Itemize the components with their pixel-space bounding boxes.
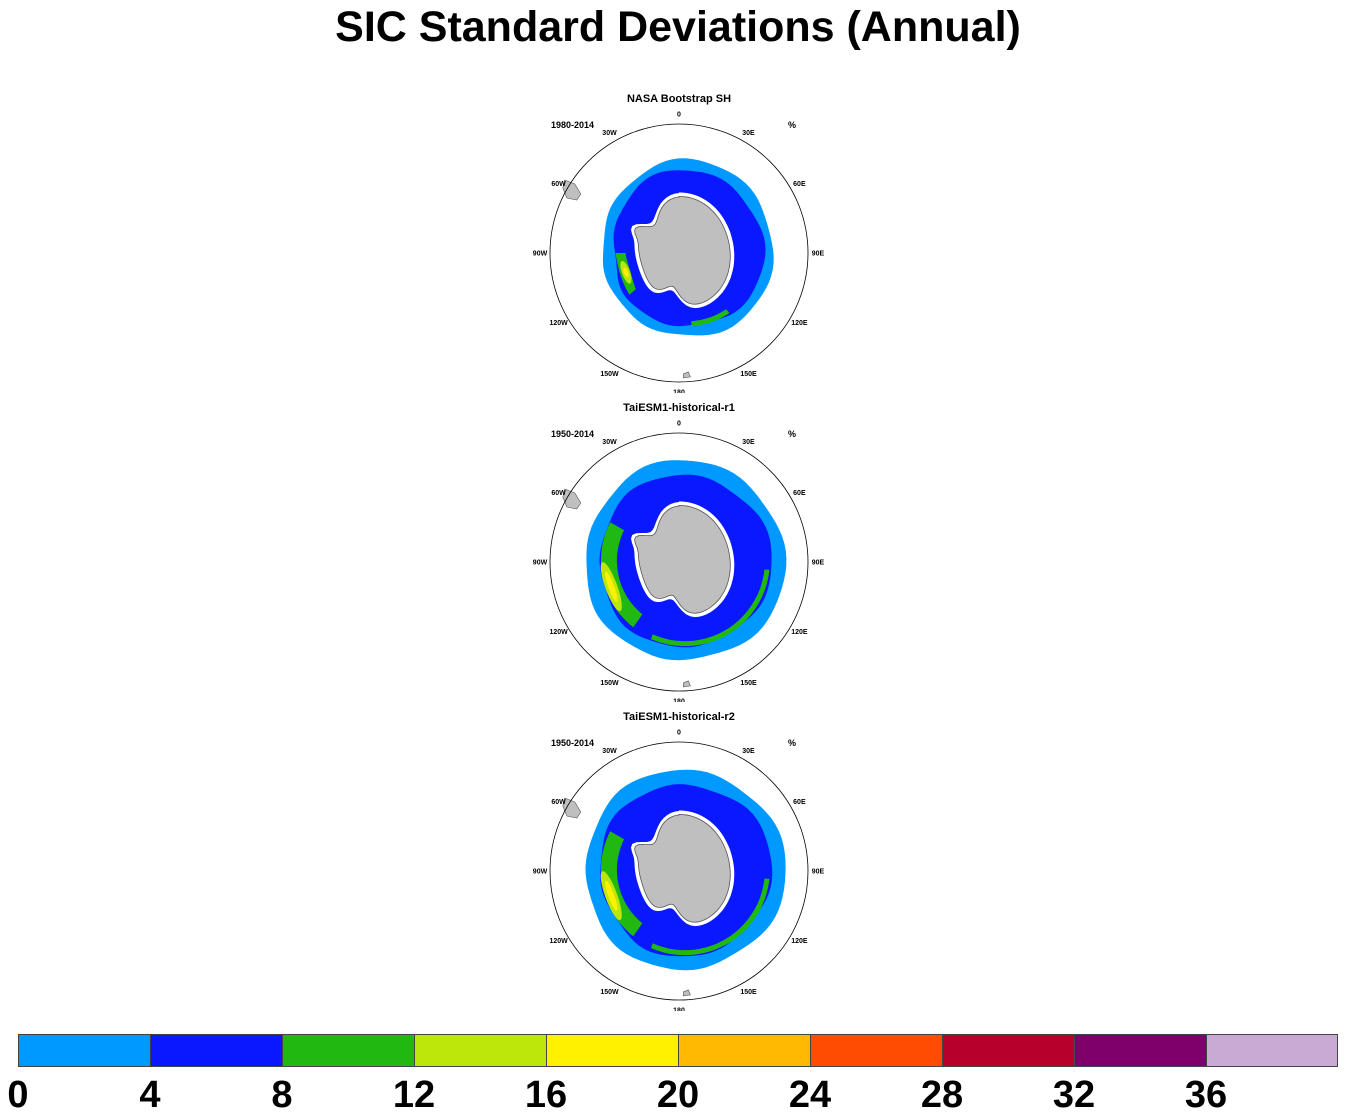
- longitude-label: 90E: [812, 560, 825, 567]
- longitude-label: 150W: [600, 371, 619, 378]
- panel-unit: %: [788, 120, 797, 130]
- longitude-label: 120E: [791, 629, 808, 636]
- longitude-label: 60W: [551, 490, 566, 497]
- longitude-label: 150W: [600, 680, 619, 687]
- longitude-label: 60W: [551, 181, 566, 188]
- colorbar-tick-label: 0: [7, 1074, 29, 1116]
- panel-period: 1950-2014: [551, 429, 595, 439]
- sic-band-8-12: [651, 878, 770, 956]
- longitude-label: 30E: [742, 130, 755, 137]
- map-panel-taiesm1-r1: TaiESM1-historical-r1 1950-2014 % 0 30E 60…: [520, 402, 840, 702]
- colorbar-swatch: [942, 1034, 1074, 1067]
- longitude-label: 60E: [793, 181, 806, 188]
- longitude-label: 30W: [602, 439, 617, 446]
- colorbar-swatch: [678, 1034, 810, 1067]
- colorbar-tick-label: 4: [139, 1074, 161, 1116]
- panel-period: 1950-2014: [551, 738, 595, 748]
- colorbar-swatch: [1074, 1034, 1206, 1067]
- longitude-label: 180: [673, 390, 685, 394]
- colorbar-swatch: [18, 1034, 150, 1067]
- longitude-label: 30E: [742, 439, 755, 446]
- longitude-label: 0: [677, 730, 681, 737]
- antarctica-landmass: [634, 504, 731, 614]
- longitude-label: 90E: [812, 251, 825, 258]
- south-america-landmass: [562, 488, 582, 510]
- polar-stereographic-map: 0 30E 60E 90E 120E 150E 180 150W 120W 90W 60W 30W: [533, 730, 825, 1012]
- panel-unit: %: [788, 738, 797, 748]
- colorbar-tick-label: 28: [920, 1074, 964, 1116]
- map-border: [549, 432, 809, 692]
- colorbar-tick-label: 12: [392, 1074, 436, 1116]
- longitude-label: 30W: [602, 748, 617, 755]
- colorbar-swatch: [414, 1034, 546, 1067]
- longitude-label: 150E: [740, 680, 757, 687]
- antarctica-landmass: [634, 195, 731, 305]
- longitude-label: 0: [677, 421, 681, 428]
- map-panel-nasa-bootstrap: NASA Bootstrap SH 1980-2014 % 0 30E 60E 90E…: [520, 93, 840, 393]
- colorbar-tick-label: 32: [1052, 1074, 1096, 1116]
- map-border: [549, 741, 809, 1001]
- sic-band-16-20: [623, 267, 629, 278]
- colorbar-tick-label: 20: [656, 1074, 700, 1116]
- longitude-label: 30E: [742, 748, 755, 755]
- longitude-label: 60E: [793, 799, 806, 806]
- longitude-label: 0: [677, 112, 681, 119]
- panel-title: TaiESM1-historical-r1: [623, 402, 735, 414]
- longitude-label: 120W: [549, 320, 568, 327]
- new-zealand-landmass: [683, 371, 691, 379]
- south-america-landmass: [562, 797, 582, 819]
- colorbar-swatch: [150, 1034, 282, 1067]
- page-title: SIC Standard Deviations (Annual): [335, 3, 1021, 51]
- longitude-label: 120W: [549, 938, 568, 945]
- colorbar-swatch: [1206, 1034, 1338, 1067]
- colorbar-tick-label: 16: [524, 1074, 568, 1116]
- colorbar-swatch: [810, 1034, 942, 1067]
- colorbar-tick-label: 24: [788, 1074, 832, 1116]
- colorbar-tick-label: 8: [271, 1074, 293, 1116]
- sic-band-8-12: [691, 309, 730, 327]
- longitude-label: 30W: [602, 130, 617, 137]
- colorbar-swatch: [546, 1034, 678, 1067]
- panel-title: NASA Bootstrap SH: [626, 93, 732, 105]
- longitude-label: 60W: [551, 799, 566, 806]
- panel-title: TaiESM1-historical-r2: [623, 711, 735, 723]
- polar-stereographic-map: 0 30E 60E 90E 120E 150E 180 150W 120W 90W 60W 30W: [533, 421, 825, 703]
- longitude-label: 120E: [791, 320, 808, 327]
- longitude-label: 120W: [549, 629, 568, 636]
- new-zealand-landmass: [683, 680, 691, 688]
- map-border: [549, 123, 809, 383]
- south-america-landmass: [562, 179, 582, 201]
- polar-stereographic-map: 0 30E 60E 90E 120E 150E 180 150W 120W 90W 60W 30W: [533, 112, 825, 394]
- longitude-label: 180: [673, 1008, 685, 1012]
- longitude-label: 90W: [533, 251, 548, 258]
- colorbar: 0 4 8 12 16 20 24 28 32 36: [0, 1030, 1346, 1117]
- panel-unit: %: [788, 429, 797, 439]
- new-zealand-landmass: [683, 989, 691, 997]
- longitude-label: 90E: [812, 869, 825, 876]
- longitude-label: 150E: [740, 989, 757, 996]
- antarctica-landmass: [634, 813, 731, 923]
- colorbar-swatch: [282, 1034, 414, 1067]
- longitude-label: 90W: [533, 560, 548, 567]
- longitude-label: 150E: [740, 371, 757, 378]
- colorbar-tick-label: 36: [1184, 1074, 1228, 1116]
- map-panel-taiesm1-r2: TaiESM1-historical-r2 1950-2014 % 0 30E 60…: [520, 711, 840, 1011]
- sic-band-16-20: [605, 571, 618, 602]
- longitude-label: 90W: [533, 869, 548, 876]
- longitude-label: 120E: [791, 938, 808, 945]
- sic-band-8-12: [651, 569, 770, 647]
- longitude-label: 180: [673, 699, 685, 703]
- longitude-label: 60E: [793, 490, 806, 497]
- panel-period: 1980-2014: [551, 120, 595, 130]
- longitude-label: 150W: [600, 989, 619, 996]
- sic-band-16-20: [605, 880, 618, 911]
